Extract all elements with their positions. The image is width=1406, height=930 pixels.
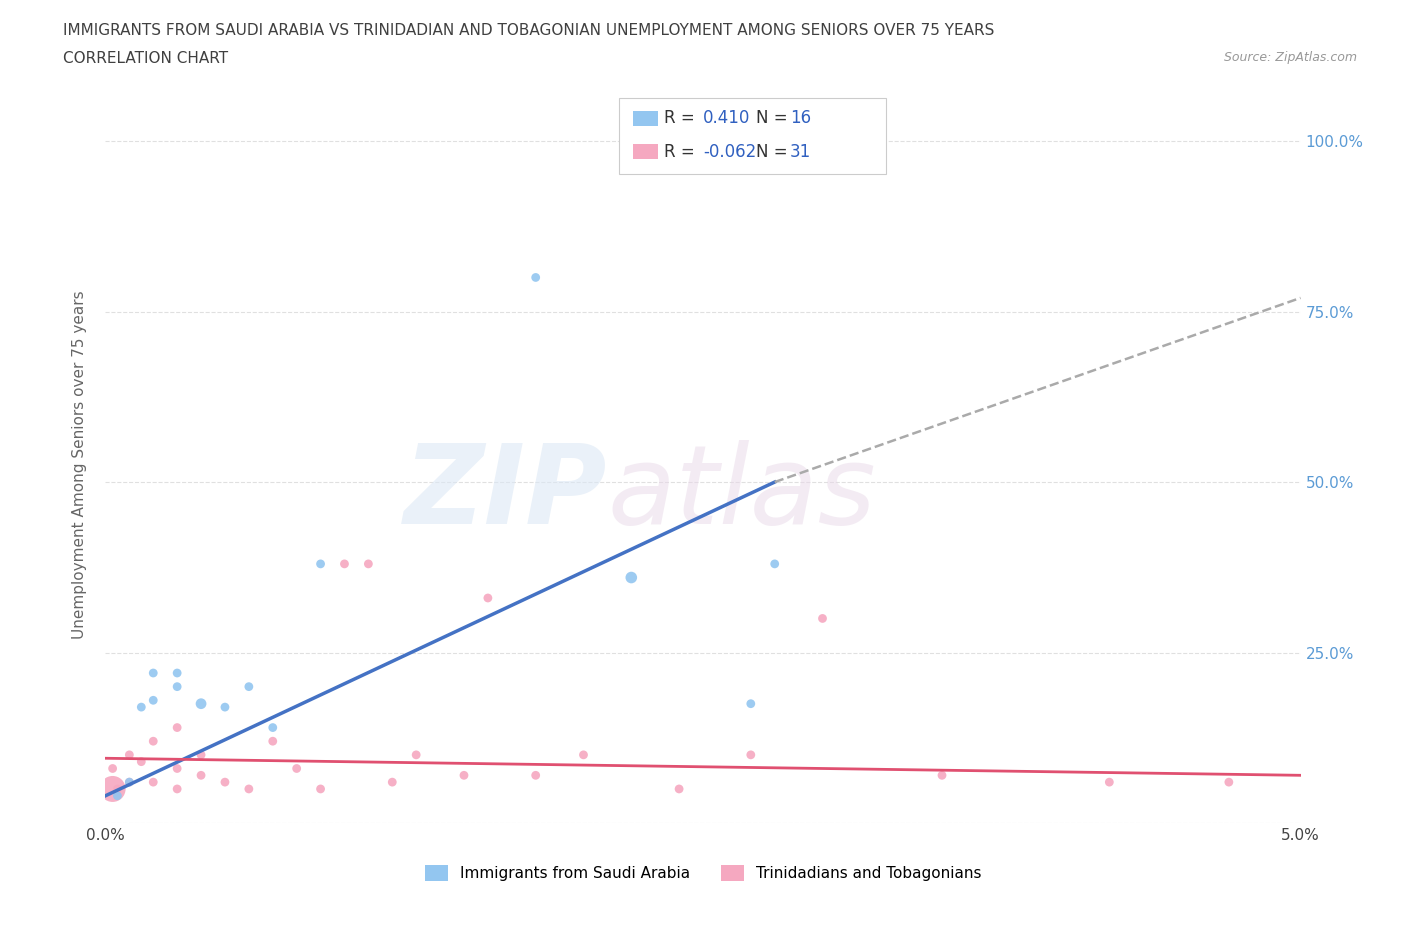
Point [524,270,547,285]
Point [477,591,499,605]
Text: N =: N = [756,142,793,161]
Point [238,679,260,694]
Point [668,781,690,796]
Text: N =: N = [756,109,793,127]
Point [190,697,212,711]
Point [238,781,260,796]
Point [142,734,165,749]
Point [262,734,284,749]
Point [166,679,188,694]
Point [524,768,547,783]
Y-axis label: Unemployment Among Seniors over 75 years: Unemployment Among Seniors over 75 years [72,291,87,639]
Point [740,697,762,711]
Text: R =: R = [664,142,700,161]
Point [333,556,356,571]
Point [453,768,475,783]
Point [309,781,332,796]
Point [1218,775,1240,790]
Point [129,754,153,769]
Point [620,570,643,585]
Point [166,666,188,681]
Point [285,761,308,776]
Point [101,761,124,776]
Point [190,768,212,783]
Point [118,748,141,763]
Point [309,556,332,571]
Point [214,775,236,790]
Point [166,720,188,735]
Text: R =: R = [664,109,700,127]
Point [107,789,129,804]
Text: IMMIGRANTS FROM SAUDI ARABIA VS TRINIDADIAN AND TOBAGONIAN UNEMPLOYMENT AMONG SE: IMMIGRANTS FROM SAUDI ARABIA VS TRINIDAD… [63,23,994,38]
Text: 16: 16 [790,109,811,127]
Point [118,775,141,790]
Text: 31: 31 [790,142,811,161]
Point [811,611,834,626]
Point [101,781,124,796]
Point [107,781,129,796]
Point [118,775,141,790]
Point [381,775,404,790]
Point [357,556,380,571]
Text: 0.410: 0.410 [703,109,751,127]
Point [763,556,786,571]
Text: atlas: atlas [607,440,876,547]
Text: Source: ZipAtlas.com: Source: ZipAtlas.com [1223,51,1357,64]
Point [166,761,188,776]
Point [214,699,236,714]
Point [190,748,212,763]
Point [1098,775,1121,790]
Point [572,748,595,763]
Point [931,768,953,783]
Legend: Immigrants from Saudi Arabia, Trinidadians and Tobagonians: Immigrants from Saudi Arabia, Trinidadia… [419,858,987,887]
Point [262,720,284,735]
Point [142,666,165,681]
Point [142,693,165,708]
Point [166,781,188,796]
Point [129,699,153,714]
Text: ZIP: ZIP [404,440,607,547]
Point [740,748,762,763]
Point [142,775,165,790]
Point [405,748,427,763]
Text: -0.062: -0.062 [703,142,756,161]
Text: CORRELATION CHART: CORRELATION CHART [63,51,228,66]
